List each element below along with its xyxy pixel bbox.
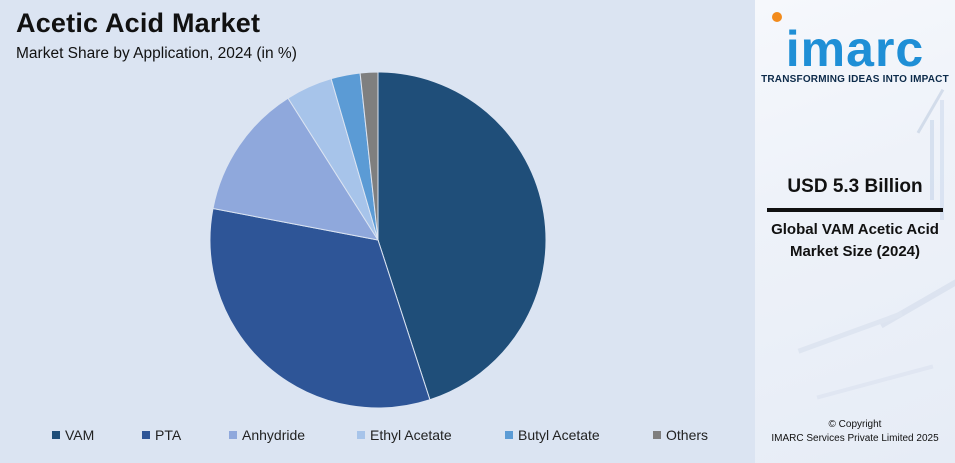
chart-subtitle: Market Share by Application, 2024 (in %) [16, 45, 297, 62]
legend-item-vam: VAM [52, 427, 94, 443]
legend-label-ethyl-acetate: Ethyl Acetate [370, 427, 452, 443]
pie-slice-anhydride [212, 97, 380, 241]
imarc-logo: imarc [785, 21, 925, 77]
info-sidebar: imarc TRANSFORMING IDEAS INTO IMPACT USD… [755, 0, 955, 463]
legend-item-ethyl-acetate: Ethyl Acetate [357, 427, 452, 443]
legend-swatch-ethyl-acetate [357, 431, 365, 439]
legend-item-pta: PTA [142, 427, 181, 443]
chart-panel: Acetic Acid Market Market Share by Appli… [0, 8, 755, 447]
stat-divider [767, 208, 943, 212]
legend-swatch-anhydride [229, 431, 237, 439]
pie-chart [209, 71, 547, 409]
legend-swatch-butyl-acetate [505, 431, 513, 439]
legend-label-vam: VAM [65, 427, 95, 443]
pie-slice-vam [377, 71, 547, 401]
copyright-notice: © Copyright IMARC Services Private Limit… [755, 418, 955, 446]
pie-slice-others [359, 71, 379, 241]
legend-label-anhydride: Anhydride [242, 427, 306, 443]
market-size-value: USD 5.3 Billion [787, 176, 923, 197]
market-size-label: Global VAM Acetic Acid Market Size (2024… [771, 221, 939, 260]
copyright-line-1: © Copyright [828, 419, 882, 430]
logo-tagline: TRANSFORMING IDEAS INTO IMPACT [761, 74, 949, 85]
legend-item-butyl-acetate: Butyl Acetate [505, 427, 600, 443]
legend-label-pta: PTA [155, 427, 182, 443]
legend-label-others: Others [666, 427, 709, 443]
logo-dot-icon [772, 12, 782, 22]
legend-swatch-pta [142, 431, 150, 439]
legend-label-butyl-acetate: Butyl Acetate [518, 427, 600, 443]
chart-legend: VAM PTA Anhydride Ethyl Acetate Butyl Ac… [0, 427, 755, 447]
legend-item-others: Others [653, 427, 708, 443]
legend-swatch-vam [52, 431, 60, 439]
background-decoration [797, 88, 955, 400]
legend-swatch-others [653, 431, 661, 439]
chart-title: Acetic Acid Market [16, 8, 261, 38]
legend-item-anhydride: Anhydride [229, 427, 305, 443]
pie-slice-pta [209, 207, 431, 409]
copyright-line-2: IMARC Services Private Limited 2025 [771, 433, 939, 444]
